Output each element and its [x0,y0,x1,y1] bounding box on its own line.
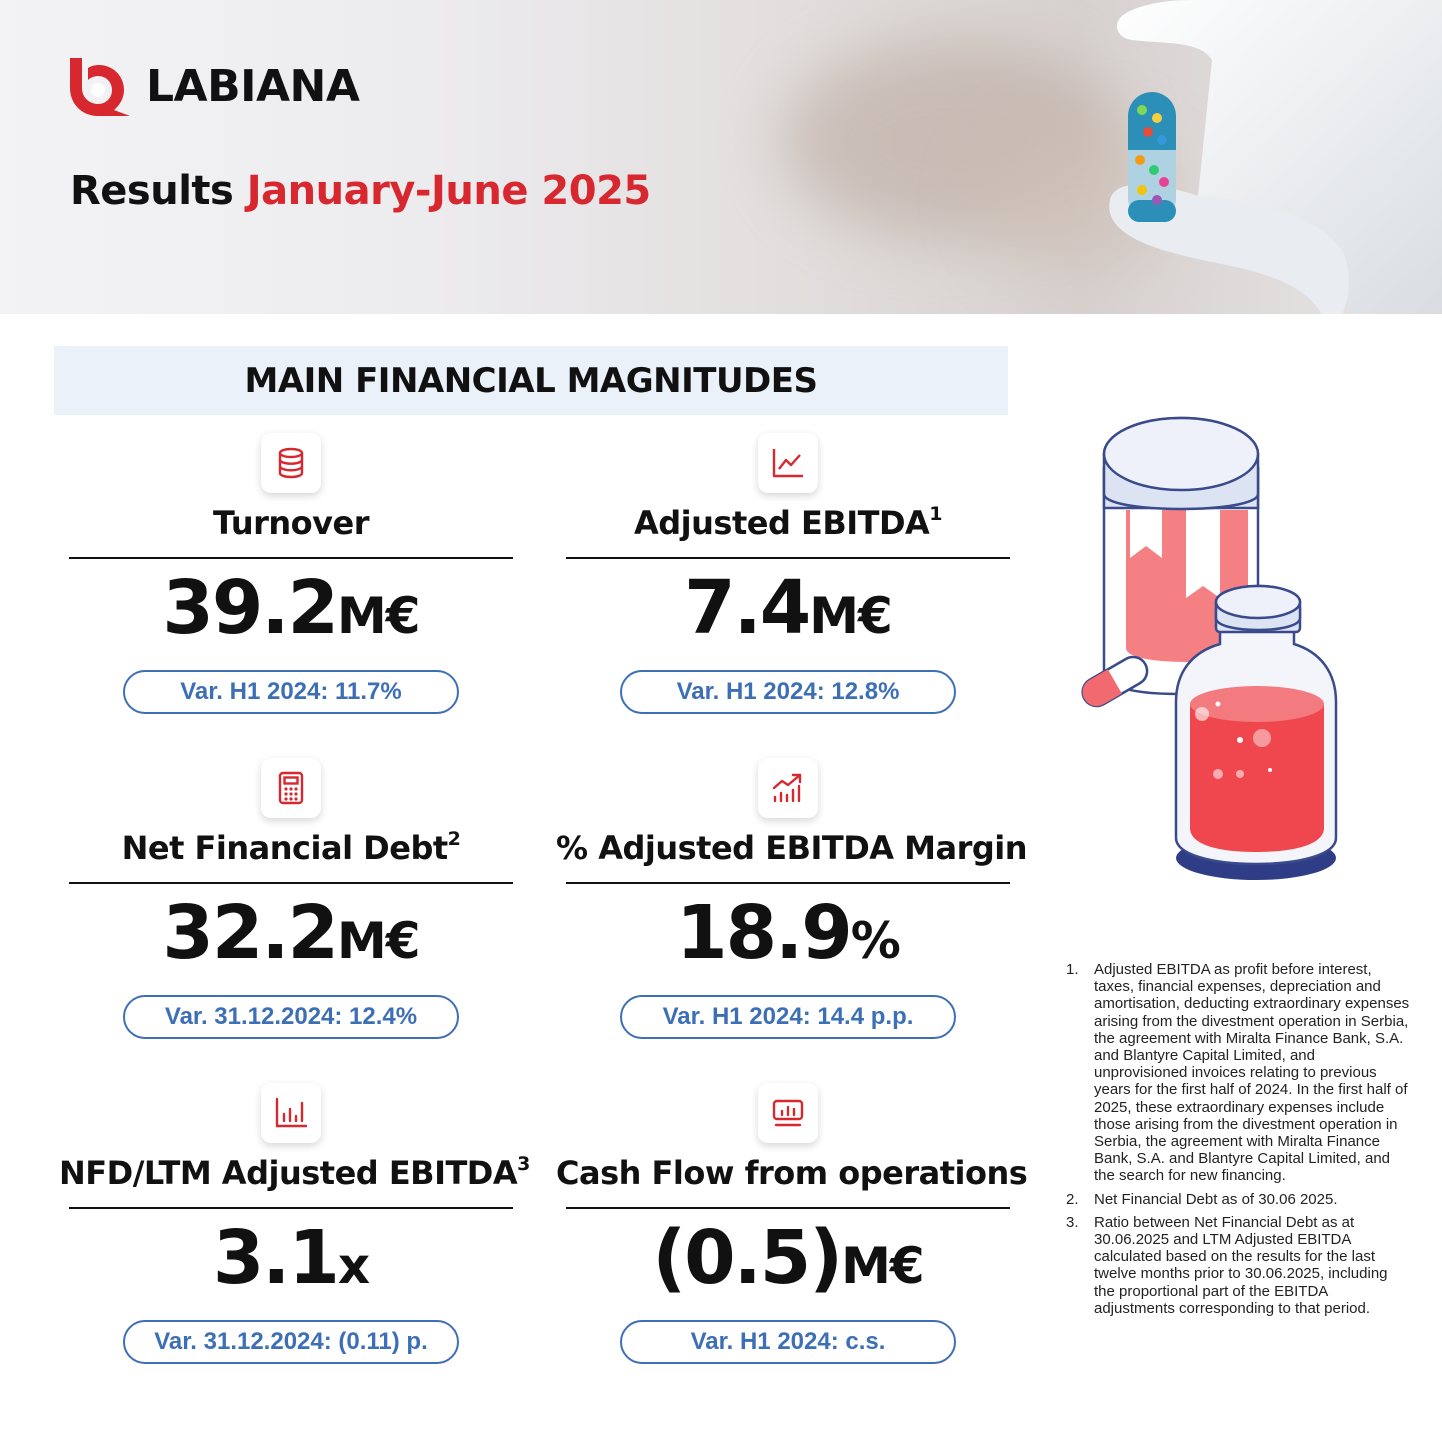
divider [69,1207,513,1209]
kpi-ebitda-margin: % Adjusted EBITDA Margin 18.9% Var. H1 2… [556,758,1028,1058]
bar-chart-icon [261,1083,321,1143]
database-icon [261,433,321,493]
capsule-photo [1109,0,1442,314]
variation-badge: Var. H1 2024: c.s. [620,1320,956,1364]
kpi-label: Turnover [213,504,369,542]
header-banner: LABIANA Results January-June 2025 [0,0,1442,314]
page-title: Results January-June 2025 [70,168,651,214]
kpi-value: 32.2M€ [162,890,420,976]
title-period: January-June 2025 [246,168,651,214]
footnote: 3. Ratio between Net Financial Debt as at… [1066,1213,1388,1317]
variation-badge: Var. H1 2024: 14.4 p.p. [620,995,956,1039]
section-title: MAIN FINANCIAL MAGNITUDES [244,360,818,401]
kpi-adjusted-ebitda: Adjusted EBITDA1 7.4M€ Var. H1 2024: 12.… [566,433,1010,733]
medicine-bottles-illustration [1081,416,1338,880]
kpi-net-financial-debt: Net Financial Debt2 32.2M€ Var. 31.12.20… [69,758,513,1058]
kpi-label: % Adjusted EBITDA Margin [556,829,1028,867]
footnotes: 1. Adjusted EBITDA as profit before inter… [1066,961,1411,1323]
kpi-value: 18.9% [676,890,901,976]
kpi-value: 3.1x [212,1215,370,1301]
kpi-nfd-ltm-ebitda: NFD/LTM Adjusted EBITDA3 3.1x Var. 31.12… [59,1083,530,1383]
line-chart-icon [758,433,818,493]
labiana-logo: LABIANA [68,54,360,118]
brand-name: LABIANA [146,60,360,112]
divider [566,557,1010,559]
section-title-bar: MAIN FINANCIAL MAGNITUDES [54,346,1008,415]
variation-badge: Var. 31.12.2024: (0.11) p. [123,1320,459,1364]
labiana-logo-icon [70,58,130,116]
kpi-cash-flow-operations: Cash Flow from operations (0.5)M€ Var. H… [556,1083,1028,1383]
calculator-icon [261,758,321,818]
kpi-label: Net Financial Debt2 [121,828,461,867]
divider [566,882,1010,884]
footnote: 1. Adjusted EBITDA as profit before inter… [1066,961,1410,1185]
variation-badge: Var. H1 2024: 12.8% [620,670,956,714]
divider [566,1207,1010,1209]
monitor-chart-icon [758,1083,818,1143]
title-prefix: Results [70,168,234,214]
footnote: 2. Net Financial Debt as of 30.06 2025. [1066,1190,1338,1208]
kpi-value: 7.4M€ [684,565,893,651]
kpi-value: (0.5)M€ [652,1215,924,1301]
divider [69,882,513,884]
variation-badge: Var. H1 2024: 11.7% [123,670,459,714]
variation-badge: Var. 31.12.2024: 12.4% [123,995,459,1039]
kpi-turnover: Turnover 39.2M€ Var. H1 2024: 11.7% [69,433,513,733]
divider [69,557,513,559]
kpi-label: Cash Flow from operations [556,1154,1028,1192]
kpi-label: NFD/LTM Adjusted EBITDA3 [59,1153,530,1192]
kpi-value: 39.2M€ [162,565,420,651]
trending-bars-icon [758,758,818,818]
kpi-label: Adjusted EBITDA1 [633,503,943,542]
